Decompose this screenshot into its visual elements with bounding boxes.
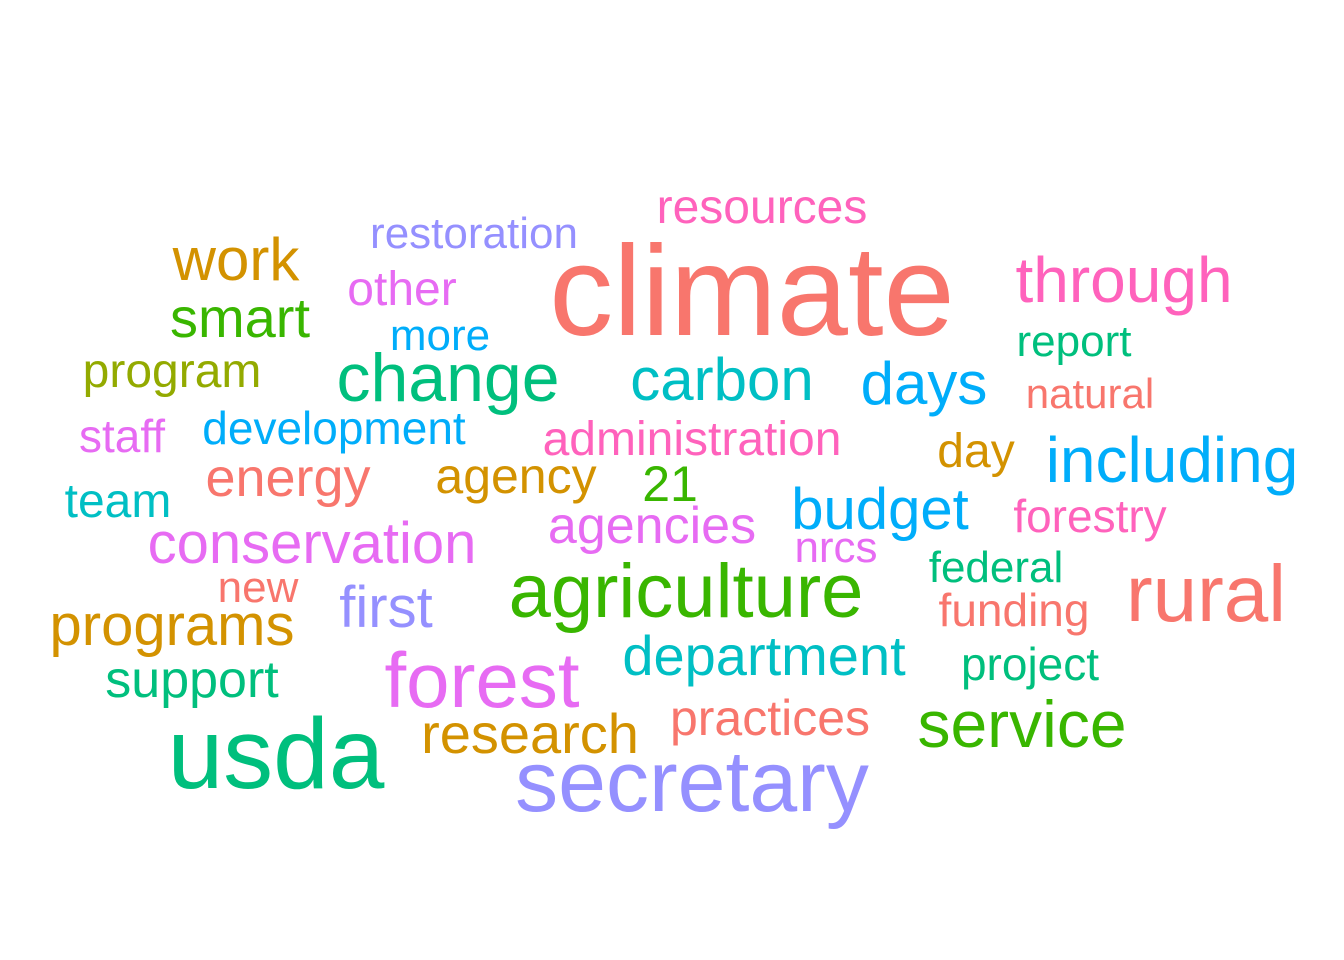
word-rural: rural [1125,549,1287,638]
word-carbon: carbon [630,346,814,413]
word-project: project [960,638,1100,690]
word-administration: administration [542,413,842,466]
word-21: 21 [642,456,698,512]
word-federal: federal [928,543,1064,592]
word-work: work [172,226,300,293]
word-staff: staff [78,410,166,462]
word-day: day [937,425,1015,478]
word-new: new [217,563,299,612]
word-team: team [64,475,172,528]
word-report: report [1016,317,1132,366]
word-first: first [339,575,433,640]
word-resources: resources [656,181,868,234]
word-research: research [421,702,639,765]
word-restoration: restoration [370,209,578,258]
word-secretary: secretary [515,734,869,830]
word-through: through [1015,244,1233,316]
word-program: program [82,345,262,398]
word-usda: usda [167,698,385,810]
word-forest: forest [384,636,580,724]
word-forestry: forestry [1013,490,1167,542]
word-budget: budget [791,477,969,542]
word-climate: climate [549,220,955,363]
word-energy: energy [205,448,371,508]
word-other: other [347,263,457,316]
word-agriculture: agriculture [508,549,864,634]
word-days: days [860,350,988,417]
word-support: support [105,651,279,709]
word-development: development [202,402,466,454]
word-nrcs: nrcs [794,523,878,572]
word-practices: practices [669,690,871,746]
word-natural: natural [1025,370,1155,417]
word-more: more [389,311,491,360]
word-agency: agency [435,448,597,504]
word-smart: smart [170,286,310,349]
word-department: department [622,624,906,687]
word-agencies: agencies [547,497,757,555]
word-change: change [336,340,560,416]
word-programs: programs [49,593,295,658]
word-conservation: conservation [147,511,477,576]
word-funding: funding [938,584,1090,636]
word-service: service [917,687,1127,761]
word-including: including [1045,424,1299,496]
